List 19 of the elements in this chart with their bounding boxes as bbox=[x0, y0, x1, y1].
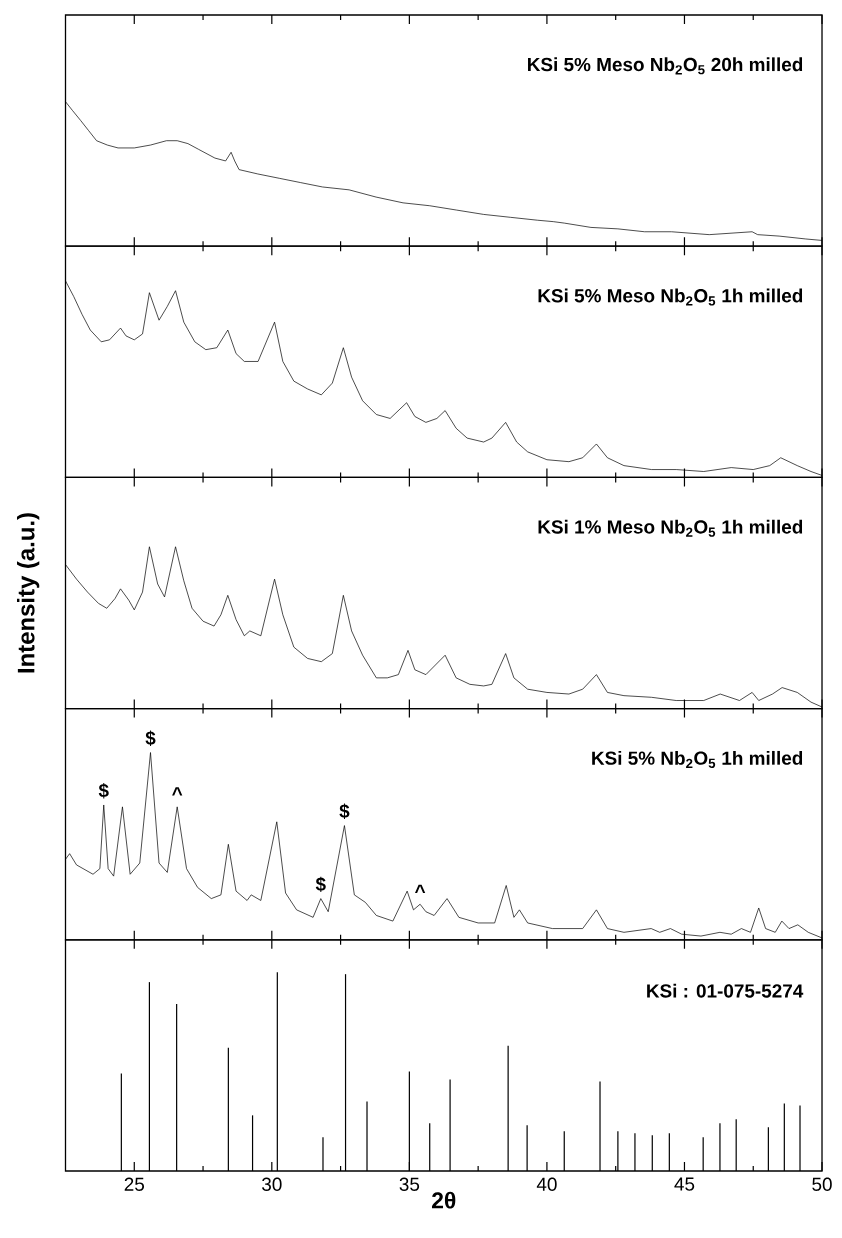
chart-title: KSi 5% Nb$_{2}$O$_{5}$ 1h milled bbox=[592, 750, 803, 768]
annotation: ^ bbox=[172, 787, 183, 796]
chart-title: KSi 5% Meso Nb$_{2}$O$_{5}$ 20h milled bbox=[528, 57, 803, 75]
y-axis-title: Intensity (a.u.) bbox=[16, 513, 40, 673]
annotation: $ bbox=[315, 876, 326, 893]
x-tick-label: 40 bbox=[536, 1177, 557, 1191]
x-axis-title: 2θ bbox=[431, 1191, 456, 1209]
x-tick-label: 45 bbox=[674, 1177, 695, 1191]
annotation: $ bbox=[339, 803, 350, 820]
annotation: $ bbox=[98, 783, 109, 799]
chart-title: KSi 5% Meso Nb$_{2}$O$_{5}$ 1h milled bbox=[538, 288, 803, 306]
chart-title: KSi : 01-075-5274 bbox=[647, 983, 804, 998]
annotation: $ bbox=[145, 730, 156, 747]
annotation: ^ bbox=[414, 884, 426, 893]
chart-title: KSi 1% Meso Nb$_{2}$O$_{5}$ 1h milled bbox=[538, 519, 803, 537]
x-tick-label: 30 bbox=[262, 1177, 282, 1191]
x-tick-label: 50 bbox=[812, 1177, 832, 1191]
x-tick-label: 35 bbox=[399, 1177, 420, 1191]
x-tick-label: 25 bbox=[124, 1177, 144, 1191]
